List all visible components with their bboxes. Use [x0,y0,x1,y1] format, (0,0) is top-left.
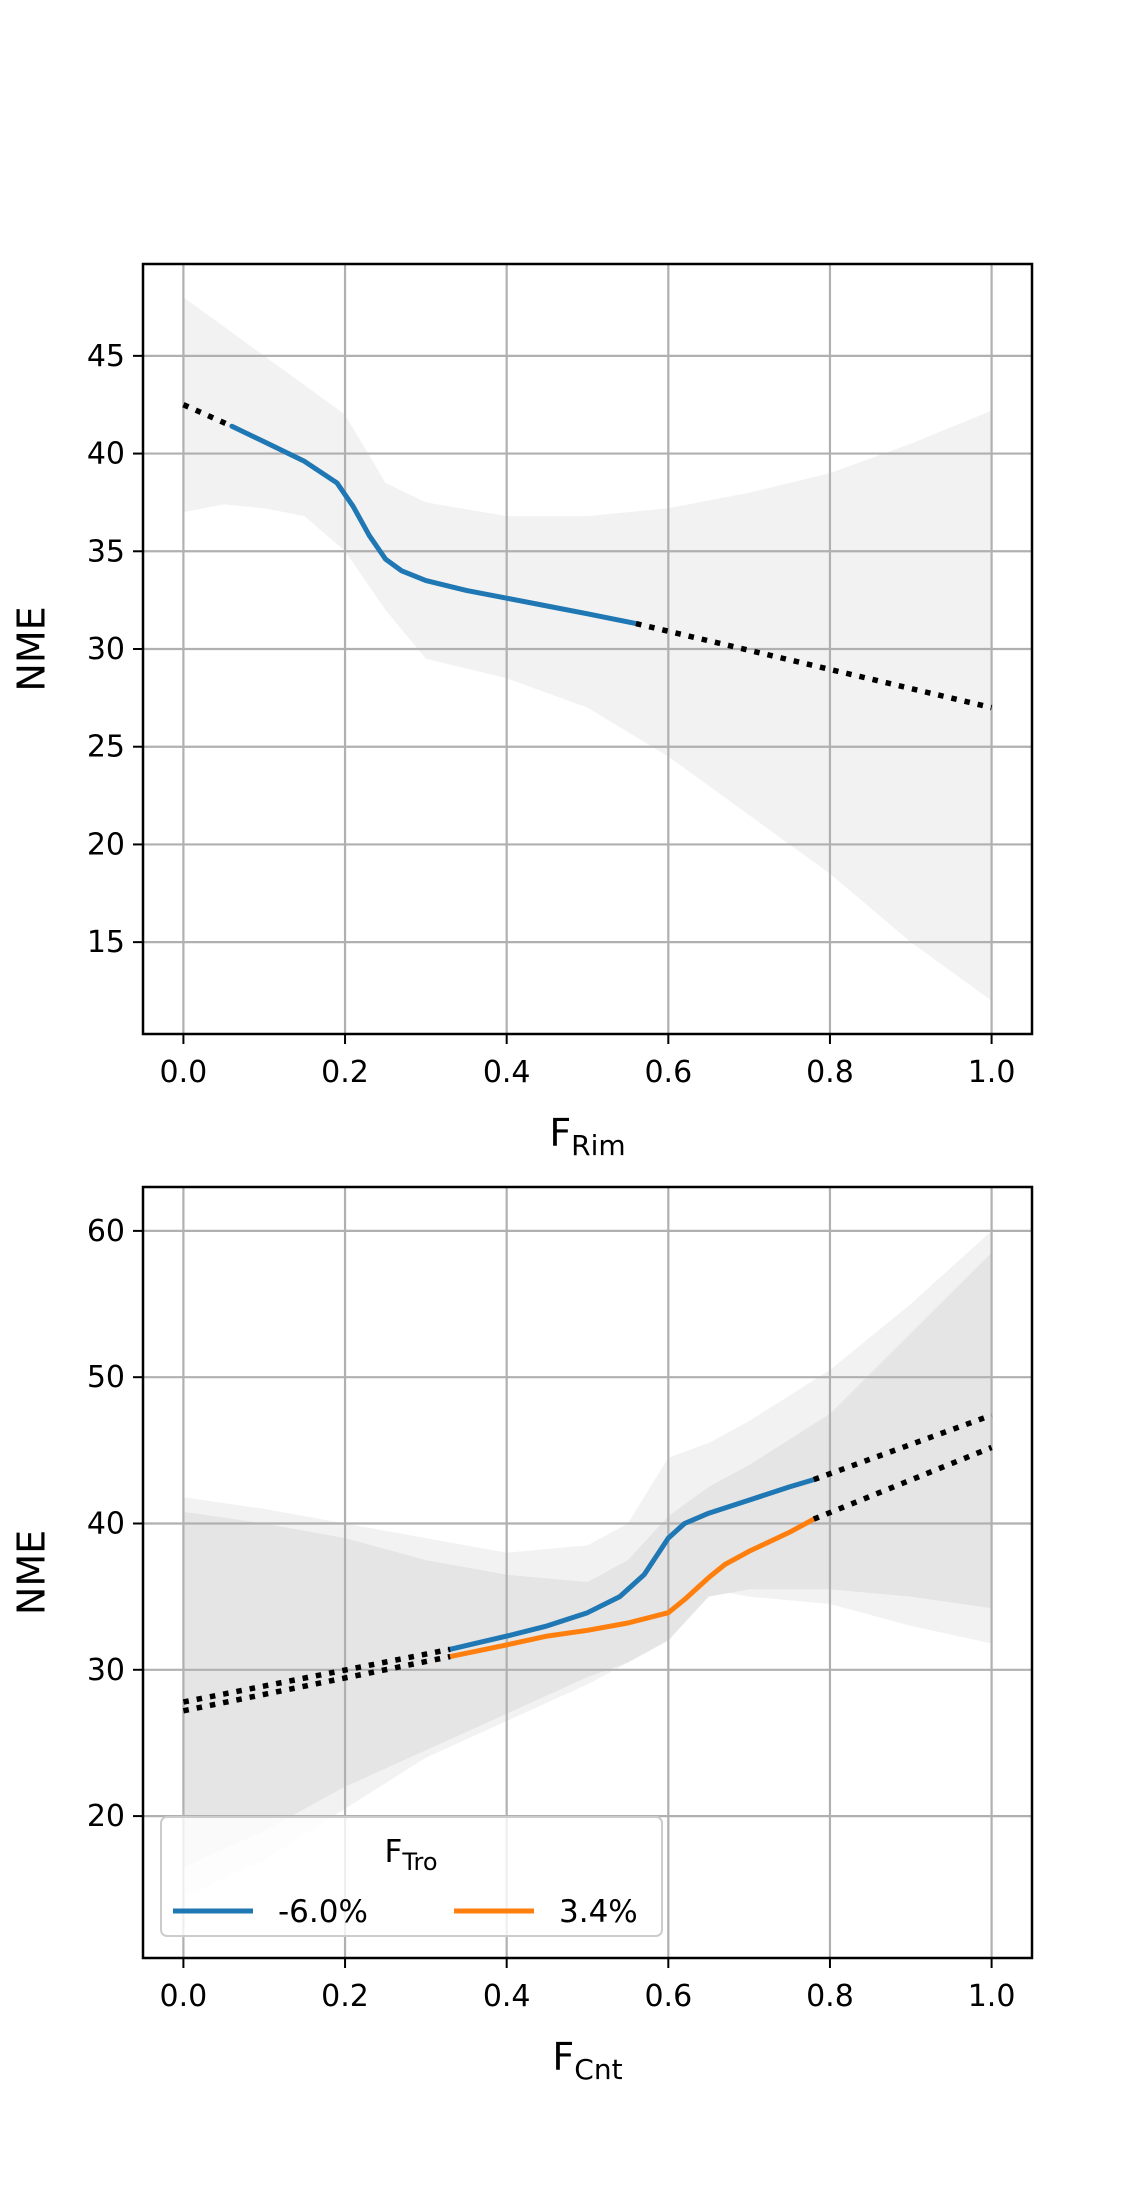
series-line-0 [229,423,639,627]
y-axis-label: NME [10,1530,54,1615]
x-tick-label: 0.6 [644,1055,692,1090]
extrapolation-line-3 [182,1653,451,1714]
extrapolation-line-2 [182,1646,451,1705]
extrapolation-line-5 [812,1444,993,1522]
legend-box [160,1816,663,1937]
y-tick-label: 30 [87,1653,125,1688]
y-tick-label: 15 [87,925,125,960]
x-axis-label-subscript: Rim [571,1129,626,1162]
y-tick-label: 20 [87,1799,125,1834]
legend-label-1: 3.4% [559,1894,638,1930]
y-tick-label: 40 [87,1506,125,1541]
series-line-0 [447,1477,817,1652]
series-line-1 [447,1516,817,1660]
x-tick-label: 1.0 [968,1979,1016,2014]
confidence-band-1 [183,1252,992,1868]
x-tick-label: 0.0 [160,1979,208,2014]
y-tick-label: 45 [87,339,125,374]
x-tick-label: 0.2 [321,1979,369,2014]
x-tick-label: 0.4 [483,1979,531,2014]
chart-panel-cnt: 0.0 0.2 0.4 0.6 0.8 1.02030405060FCntNMEFTro-… [10,1185,1034,2086]
x-tick-label: 1.0 [968,1055,1016,1090]
legend-label-0: -6.0% [278,1894,368,1930]
y-tick-label: 30 [87,632,125,667]
legend: FTro-6.0% 3.4% [160,1816,663,1937]
x-tick-label: 0.0 [160,1055,208,1090]
y-tick-label: 50 [87,1360,125,1395]
x-axis-label-subscript: Cnt [574,2053,622,2086]
extrapolation-line-1 [182,402,234,429]
x-tick-label: 0.6 [644,1979,692,2014]
legend-title-subscript: Tro [401,1848,437,1876]
y-axis-label: NME [10,606,54,691]
y-tick-label: 60 [87,1214,125,1249]
axes-frame [141,1185,1034,1960]
x-tick-label: 0.2 [321,1055,369,1090]
x-tick-label: 0.4 [483,1055,531,1090]
x-tick-label: 0.8 [806,1979,854,2014]
y-tick-label: 20 [87,827,125,862]
extrapolation-line-4 [812,1412,993,1483]
y-tick-label: 25 [87,730,125,765]
y-tick-label: 35 [87,534,125,569]
x-tick-label: 0.8 [806,1055,854,1090]
y-tick-label: 40 [87,437,125,472]
